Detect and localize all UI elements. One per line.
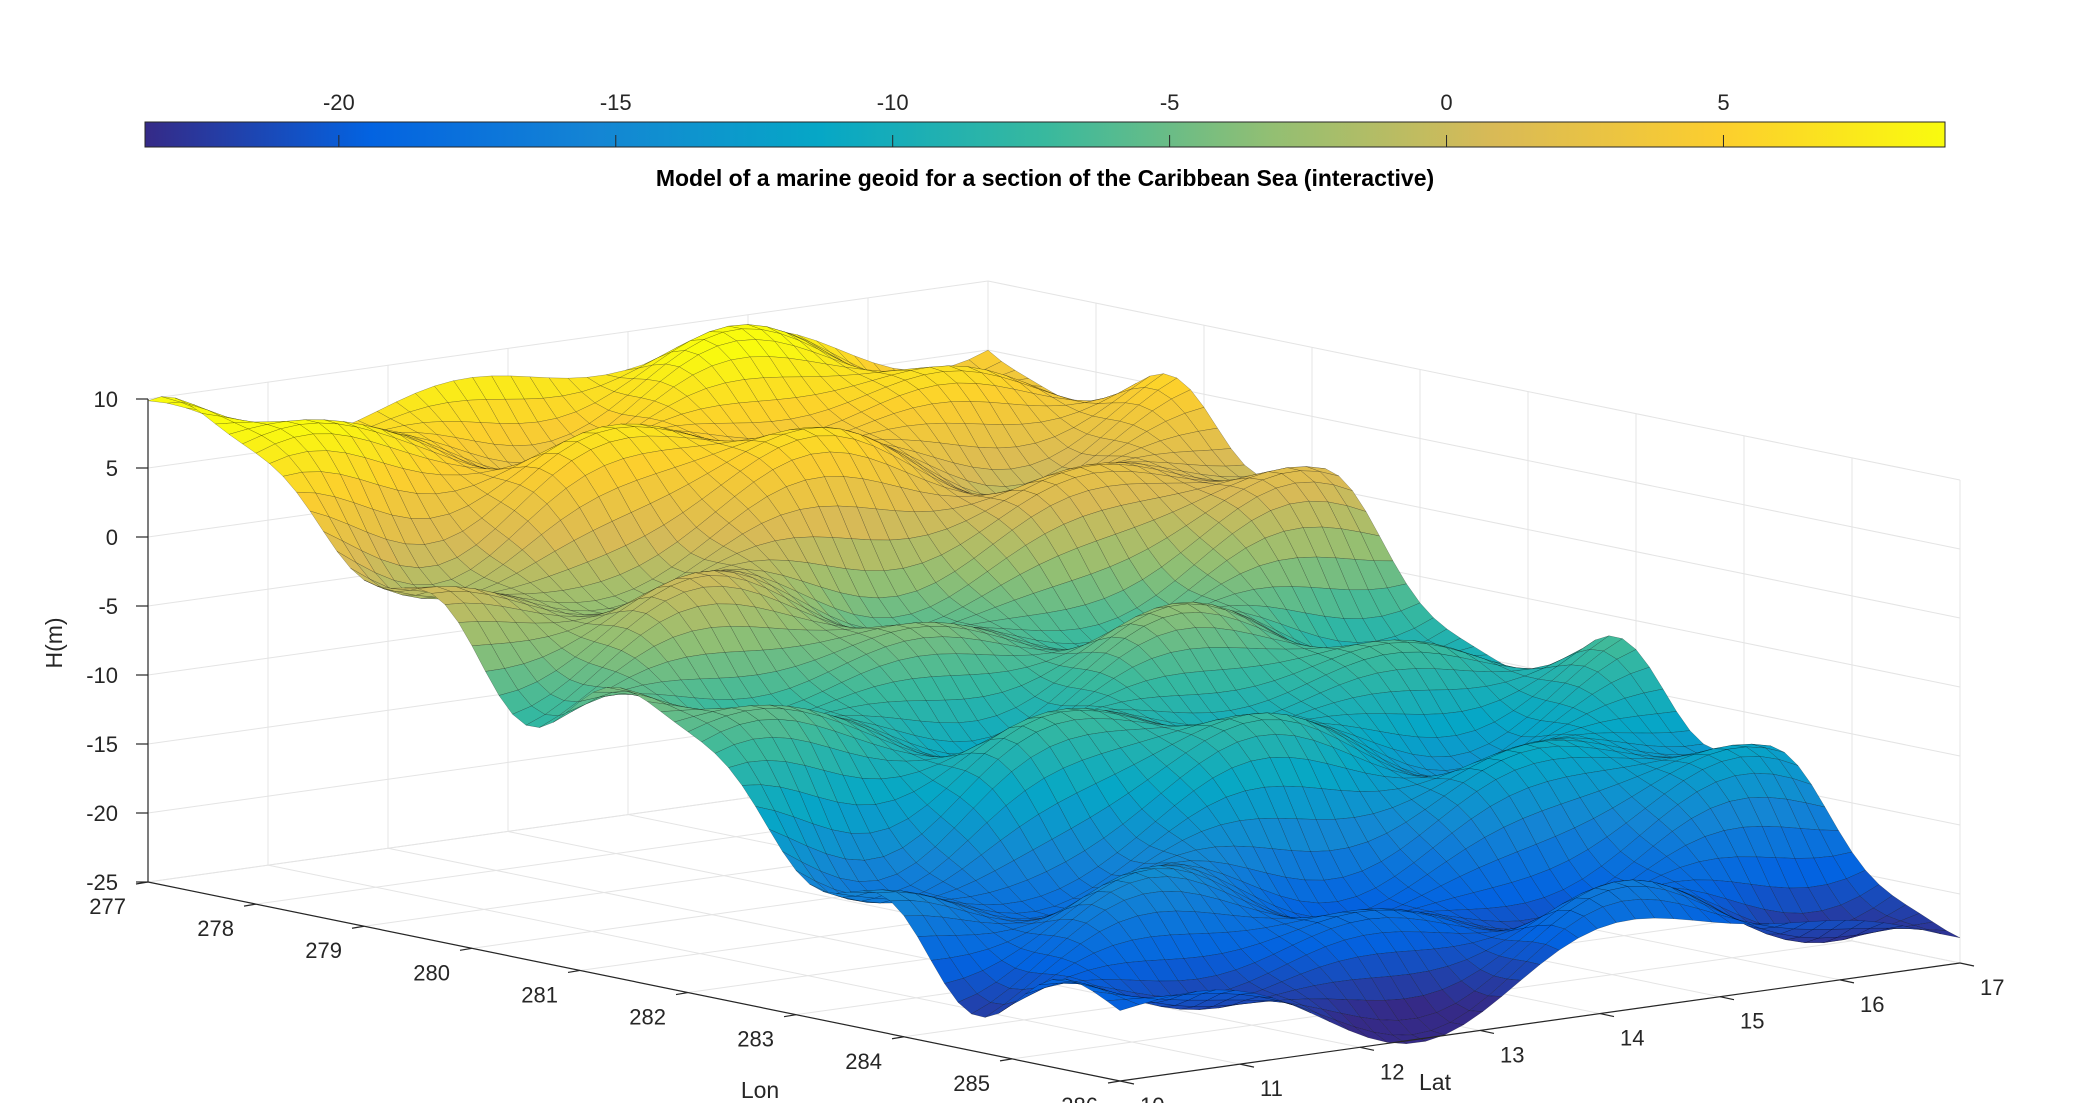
y-tick-label: 15 xyxy=(1740,1009,1764,1034)
y-tick-label: 12 xyxy=(1380,1059,1404,1084)
x-tick-mark xyxy=(459,947,473,951)
x-tick-mark xyxy=(783,1014,797,1018)
y-tick-mark xyxy=(1719,996,1735,1001)
y-tick-label: 14 xyxy=(1620,1026,1644,1051)
y-tick-mark xyxy=(1479,1029,1495,1035)
x-tick-label: 281 xyxy=(521,982,558,1007)
z-tick-label: -25 xyxy=(86,870,118,895)
y-tick-label: 13 xyxy=(1500,1042,1524,1067)
y-tick-mark xyxy=(1599,1012,1615,1018)
surface-patch xyxy=(1106,999,1140,1011)
colorbar-tick-label: -5 xyxy=(1160,90,1180,115)
x-tick-mark xyxy=(1107,1080,1121,1084)
floor-grid-line xyxy=(267,864,1241,1065)
x-tick-mark xyxy=(567,969,581,974)
z-tick-label: 5 xyxy=(106,456,118,481)
z-tick-label: 10 xyxy=(94,387,118,412)
z-tick-label: -15 xyxy=(86,732,118,757)
x-tick-label: 280 xyxy=(413,960,450,985)
z-tick-label: -20 xyxy=(86,801,118,826)
x-tick-mark xyxy=(891,1036,905,1040)
axis-lines xyxy=(147,399,1961,1082)
z-tick-label: -5 xyxy=(98,594,118,619)
x-tick-label: 278 xyxy=(197,916,234,941)
x-tick-label: 279 xyxy=(305,938,342,963)
colorbar-tick-label: 5 xyxy=(1717,90,1729,115)
back-wall-grid-line xyxy=(987,280,1961,481)
geoid-surface[interactable] xyxy=(147,324,1961,1044)
y-axis-label: Lat xyxy=(1419,1069,1452,1095)
z-tick-label: -10 xyxy=(86,663,118,688)
x-tick-mark xyxy=(999,1058,1013,1062)
x-tick-label: 282 xyxy=(629,1005,666,1030)
x-tick-mark xyxy=(675,991,689,996)
x-axis-label: Lon xyxy=(741,1077,779,1103)
colorbar-tick-label: -10 xyxy=(877,90,909,115)
y-tick-label: 17 xyxy=(1980,975,2004,1000)
y-tick-label: 10 xyxy=(1140,1093,1164,1103)
surface-patch xyxy=(1927,929,1961,938)
z-axis-label: H(m) xyxy=(41,617,67,668)
colorbar-tick-label: -15 xyxy=(600,90,632,115)
x-tick-label: 286 xyxy=(1061,1093,1098,1103)
y-tick-mark xyxy=(1359,1046,1375,1051)
x-axis-line xyxy=(147,881,1121,1082)
side-wall-grid-line xyxy=(147,280,989,400)
y-tick-mark xyxy=(1239,1063,1255,1068)
z-tick-label: 0 xyxy=(106,525,118,550)
x-tick-mark xyxy=(351,925,365,929)
y-tick-mark xyxy=(1839,979,1855,984)
colorbar-tick-label: 0 xyxy=(1440,90,1452,115)
chart-title: Model of a marine geoid for a section of… xyxy=(656,165,1434,191)
x-tick-label: 285 xyxy=(953,1071,990,1096)
x-tick-label: 283 xyxy=(737,1027,774,1052)
x-tick-mark xyxy=(243,903,257,907)
y-tick-label: 16 xyxy=(1860,992,1884,1017)
axis-ticks: 277 278 279 280 281 282 283 284 285 286 10 11 12 13 14… xyxy=(86,387,2004,1103)
x-tick-label: 277 xyxy=(89,894,126,919)
y-tick-label: 11 xyxy=(1260,1076,1283,1101)
floor-grid-line xyxy=(387,847,1361,1048)
colorbar-tick-label: -20 xyxy=(323,90,355,115)
colorbar-ticks: -20 -15 -10 -5 0 5 xyxy=(323,90,1730,147)
colorbar[interactable] xyxy=(144,121,1946,148)
y-axis-line xyxy=(1119,962,1961,1082)
y-tick-mark xyxy=(1959,962,1975,967)
x-tick-label: 284 xyxy=(845,1049,882,1074)
y-tick-mark xyxy=(1119,1080,1135,1085)
